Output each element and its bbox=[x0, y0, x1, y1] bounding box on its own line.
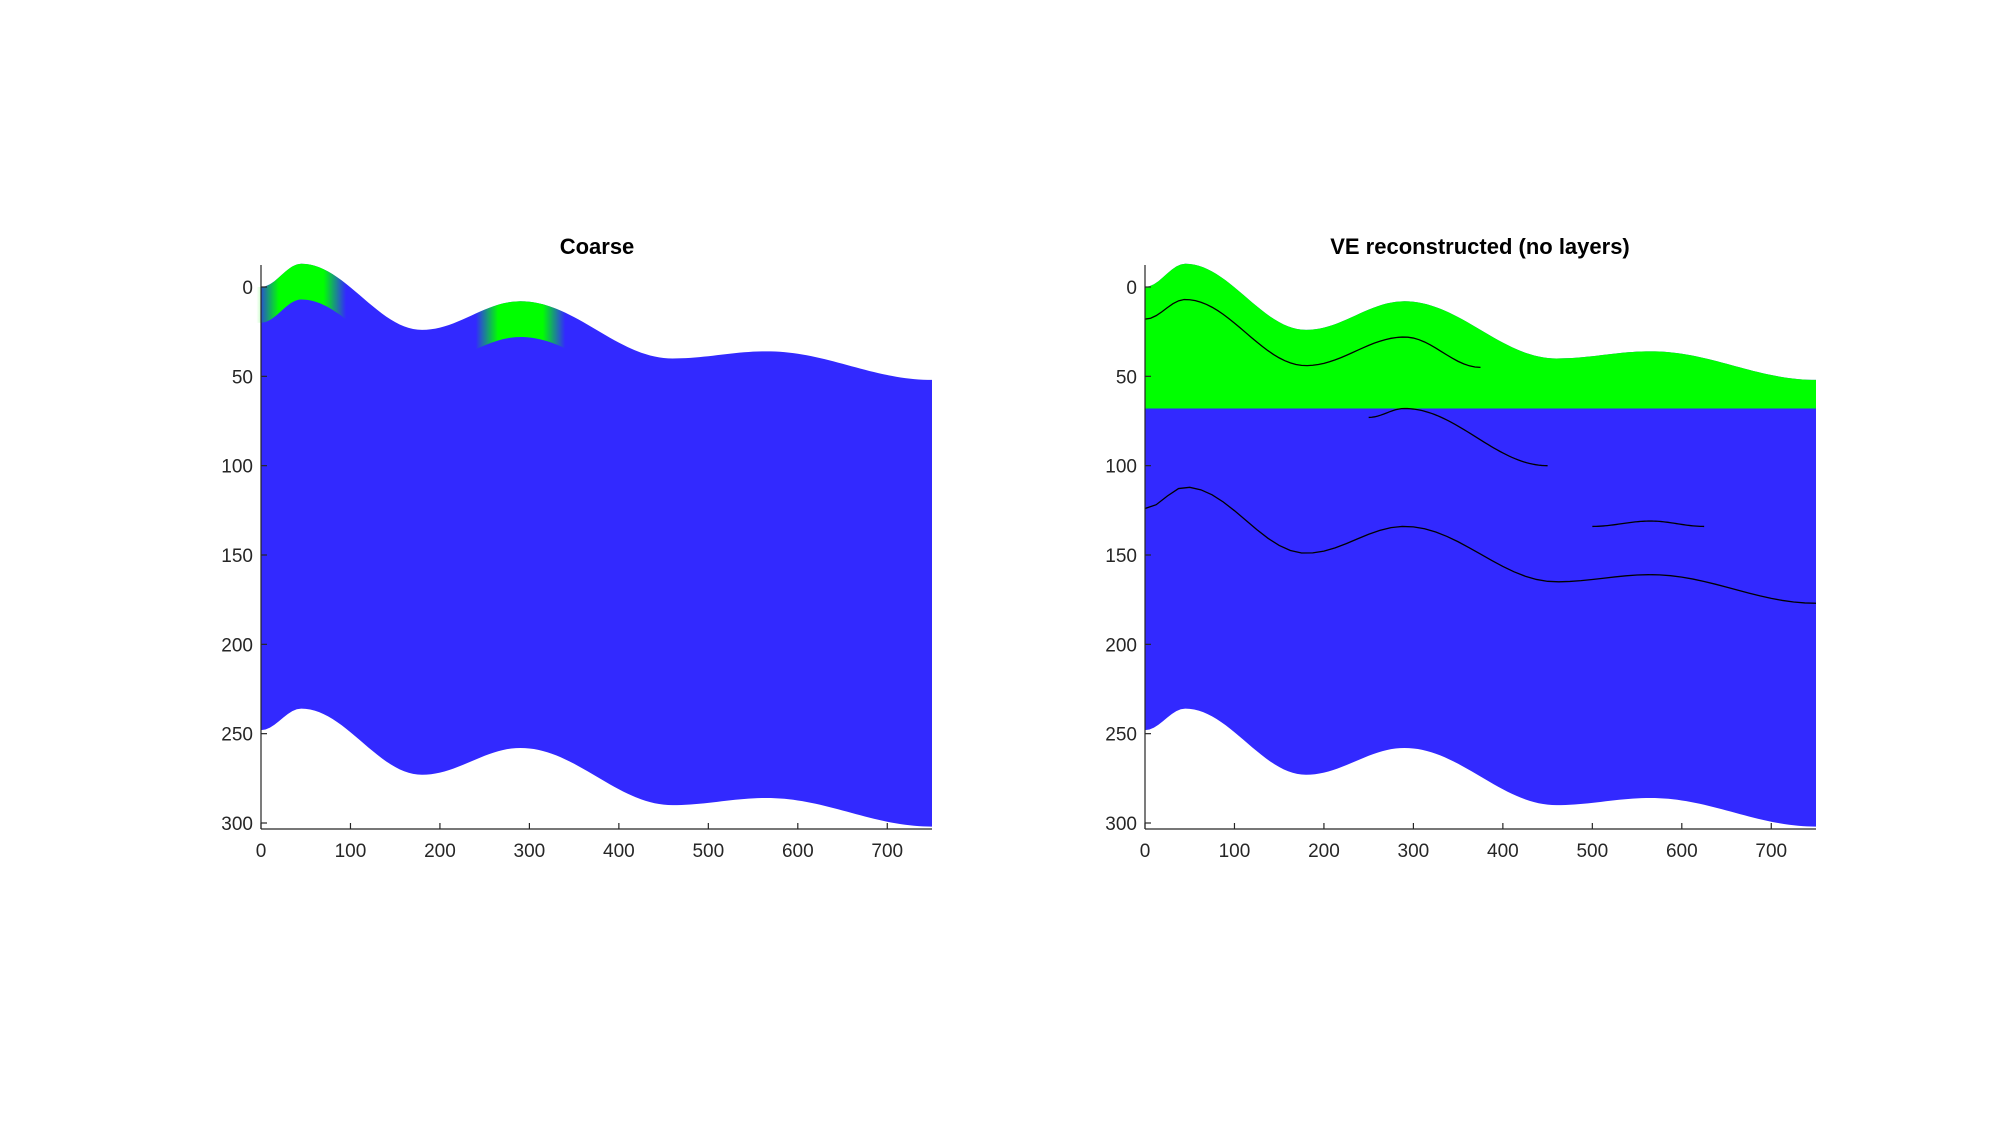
x-tick-label: 500 bbox=[692, 841, 724, 862]
interface-line-1 bbox=[1144, 298, 1481, 369]
y-tick-label: 250 bbox=[221, 725, 253, 746]
reservoir-body bbox=[261, 263, 932, 827]
interface-line-2 bbox=[1368, 407, 1548, 467]
co2-cap-2 bbox=[475, 301, 566, 350]
chart-title: VE reconstructed (no layers) bbox=[1330, 234, 1630, 259]
y-tick-label: 50 bbox=[232, 367, 253, 388]
chart-coarse: 0 100 200 300 400 500 600 700 0 50 100 150 200 250 300… bbox=[221, 234, 932, 862]
y-tick-label: 200 bbox=[1105, 635, 1137, 656]
y-tick-label: 100 bbox=[221, 457, 253, 478]
y-tick-label: 200 bbox=[221, 635, 253, 656]
x-tick-label: 100 bbox=[335, 841, 367, 862]
x-tick-label: 0 bbox=[1140, 841, 1151, 862]
co2-cap-1 bbox=[256, 263, 346, 323]
x-tick-label: 600 bbox=[782, 841, 814, 862]
x-tick-label: 500 bbox=[1576, 841, 1608, 862]
x-tick-label: 100 bbox=[1219, 841, 1251, 862]
y-tick-label: 50 bbox=[1116, 367, 1137, 388]
chart-ve-reconstructed: 0 100 200 300 400 500 600 700 0 50 100 150 200 250 300… bbox=[1105, 234, 1817, 862]
x-tick-label: 700 bbox=[871, 841, 903, 862]
y-tick-label: 0 bbox=[1126, 278, 1137, 299]
y-tick-label: 150 bbox=[221, 546, 253, 567]
x-tick-label: 300 bbox=[514, 841, 546, 862]
x-tick-label: 400 bbox=[603, 841, 635, 862]
interface-line-4 bbox=[1592, 520, 1705, 528]
y-tick-label: 100 bbox=[1105, 457, 1137, 478]
y-tick-label: 300 bbox=[1105, 814, 1137, 835]
y-tick-label: 250 bbox=[1105, 725, 1137, 746]
x-tick-label: 200 bbox=[424, 841, 456, 862]
y-tick-label: 0 bbox=[242, 278, 253, 299]
x-tick-label: 600 bbox=[1666, 841, 1698, 862]
x-tick-label: 700 bbox=[1755, 841, 1787, 862]
x-tick-label: 200 bbox=[1308, 841, 1340, 862]
co2-plume bbox=[1145, 263, 1816, 409]
x-tick-label: 300 bbox=[1398, 841, 1430, 862]
interface-line-3 bbox=[1144, 486, 1817, 604]
y-tick-label: 300 bbox=[221, 814, 253, 835]
y-tick-label: 150 bbox=[1105, 546, 1137, 567]
chart-title: Coarse bbox=[560, 234, 635, 259]
x-tick-label: 0 bbox=[256, 841, 267, 862]
x-tick-label: 400 bbox=[1487, 841, 1519, 862]
